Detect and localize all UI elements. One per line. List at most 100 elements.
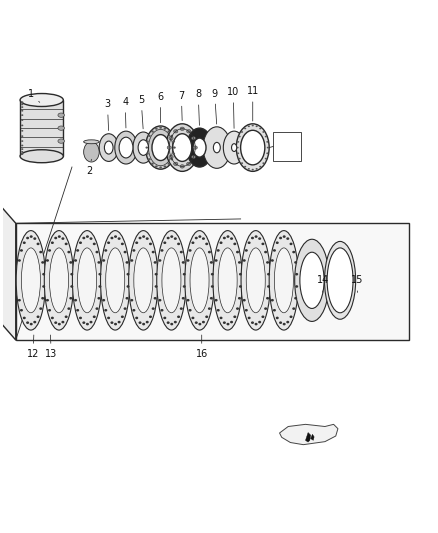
Ellipse shape: [166, 124, 199, 172]
Ellipse shape: [84, 140, 99, 144]
Ellipse shape: [187, 130, 191, 133]
Ellipse shape: [126, 297, 128, 300]
Ellipse shape: [248, 125, 250, 127]
Ellipse shape: [46, 299, 49, 302]
Ellipse shape: [164, 165, 166, 167]
Ellipse shape: [269, 231, 299, 330]
Ellipse shape: [187, 259, 190, 262]
Ellipse shape: [180, 308, 183, 310]
Ellipse shape: [21, 125, 23, 126]
Ellipse shape: [146, 237, 149, 240]
Ellipse shape: [159, 299, 162, 302]
Ellipse shape: [93, 316, 96, 318]
Ellipse shape: [166, 321, 170, 324]
Ellipse shape: [110, 237, 113, 239]
Ellipse shape: [97, 297, 100, 300]
Ellipse shape: [114, 235, 117, 238]
Ellipse shape: [41, 261, 44, 264]
Ellipse shape: [173, 152, 175, 155]
Ellipse shape: [99, 273, 102, 276]
Ellipse shape: [252, 125, 254, 126]
Ellipse shape: [93, 243, 96, 245]
Ellipse shape: [236, 308, 239, 310]
Ellipse shape: [58, 235, 61, 238]
Text: 3: 3: [104, 99, 110, 131]
Ellipse shape: [286, 321, 289, 324]
Ellipse shape: [183, 285, 186, 288]
Ellipse shape: [159, 166, 162, 168]
Ellipse shape: [191, 317, 194, 319]
Ellipse shape: [41, 297, 44, 300]
Ellipse shape: [170, 323, 173, 325]
Ellipse shape: [21, 152, 23, 155]
Ellipse shape: [233, 316, 237, 318]
Ellipse shape: [74, 299, 77, 302]
Text: 8: 8: [195, 90, 201, 125]
Ellipse shape: [42, 285, 45, 288]
Ellipse shape: [155, 165, 158, 167]
Ellipse shape: [210, 297, 213, 300]
Ellipse shape: [167, 131, 170, 133]
Ellipse shape: [170, 135, 173, 137]
Ellipse shape: [258, 237, 261, 240]
Ellipse shape: [185, 231, 214, 330]
Text: 1: 1: [28, 88, 40, 102]
Ellipse shape: [163, 241, 166, 244]
Ellipse shape: [182, 261, 185, 264]
Ellipse shape: [107, 241, 110, 244]
Ellipse shape: [174, 237, 177, 240]
Ellipse shape: [115, 131, 137, 164]
Ellipse shape: [117, 321, 120, 324]
Ellipse shape: [138, 321, 141, 324]
Ellipse shape: [61, 321, 64, 324]
Ellipse shape: [170, 158, 173, 160]
Ellipse shape: [167, 146, 171, 149]
Ellipse shape: [99, 134, 118, 161]
Ellipse shape: [107, 317, 110, 319]
Ellipse shape: [219, 317, 223, 319]
Ellipse shape: [173, 134, 192, 161]
Ellipse shape: [173, 130, 178, 133]
Ellipse shape: [69, 261, 72, 264]
Ellipse shape: [173, 140, 175, 142]
Ellipse shape: [264, 308, 267, 310]
Ellipse shape: [189, 309, 191, 312]
Ellipse shape: [173, 162, 178, 166]
Ellipse shape: [173, 147, 176, 149]
Ellipse shape: [247, 241, 251, 244]
Ellipse shape: [44, 231, 74, 330]
Ellipse shape: [58, 323, 61, 325]
Ellipse shape: [240, 130, 265, 165]
Ellipse shape: [279, 237, 282, 239]
Ellipse shape: [79, 317, 82, 319]
Ellipse shape: [244, 127, 246, 130]
Ellipse shape: [264, 251, 267, 253]
Ellipse shape: [133, 132, 154, 163]
Ellipse shape: [213, 231, 242, 330]
Ellipse shape: [138, 237, 141, 239]
Ellipse shape: [110, 321, 113, 324]
Ellipse shape: [48, 309, 51, 312]
Ellipse shape: [198, 323, 201, 325]
Ellipse shape: [58, 113, 64, 117]
Ellipse shape: [58, 126, 64, 130]
Ellipse shape: [36, 316, 39, 318]
Ellipse shape: [21, 151, 23, 152]
Ellipse shape: [180, 251, 183, 253]
Ellipse shape: [117, 237, 120, 240]
Ellipse shape: [266, 152, 268, 154]
Ellipse shape: [70, 273, 73, 276]
Text: 4: 4: [122, 97, 128, 128]
Text: 7: 7: [178, 91, 184, 120]
Ellipse shape: [239, 273, 242, 276]
Ellipse shape: [265, 158, 267, 159]
Ellipse shape: [218, 248, 237, 313]
Ellipse shape: [239, 285, 242, 288]
Ellipse shape: [155, 127, 158, 130]
Ellipse shape: [21, 119, 23, 121]
Ellipse shape: [23, 241, 26, 244]
Ellipse shape: [159, 259, 162, 262]
Ellipse shape: [149, 316, 152, 318]
Ellipse shape: [292, 308, 295, 310]
Ellipse shape: [262, 131, 265, 133]
